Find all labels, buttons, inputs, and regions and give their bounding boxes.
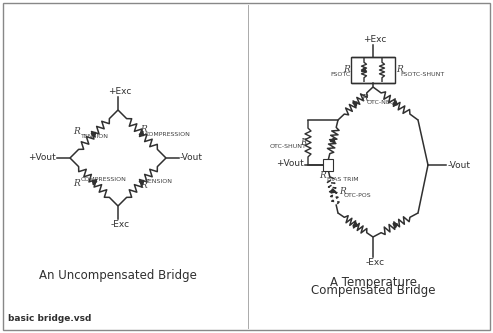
Text: COMPRESSION: COMPRESSION [81, 177, 127, 182]
Text: -Exc: -Exc [110, 220, 130, 229]
Text: R: R [140, 181, 147, 190]
Text: R: R [319, 170, 326, 179]
Text: FSOTC-SHUNT: FSOTC-SHUNT [400, 72, 444, 77]
Polygon shape [331, 189, 336, 193]
Text: R: R [339, 186, 346, 195]
Bar [323, 159, 333, 171]
Polygon shape [393, 101, 397, 105]
Text: R: R [300, 138, 307, 147]
Text: TENSION: TENSION [81, 134, 109, 139]
Text: An Uncompensated Bridge: An Uncompensated Bridge [39, 269, 197, 282]
Text: TENSION: TENSION [145, 179, 173, 184]
Text: -Vout: -Vout [448, 161, 471, 169]
Text: BIAS TRIM: BIAS TRIM [327, 177, 358, 182]
Text: R: R [343, 66, 350, 75]
Text: +Exc: +Exc [108, 87, 132, 96]
Polygon shape [91, 133, 96, 137]
Text: +Exc: +Exc [363, 35, 387, 44]
Text: basic bridge.vsd: basic bridge.vsd [8, 314, 91, 323]
Text: OTC-SHUNT: OTC-SHUNT [270, 145, 307, 150]
Text: -Vout: -Vout [180, 154, 203, 163]
Polygon shape [352, 102, 357, 106]
Bar [351, 57, 395, 83]
Polygon shape [393, 223, 397, 228]
Text: R: R [361, 94, 368, 103]
Text: -Exc: -Exc [365, 258, 385, 267]
Text: OTC-NEG: OTC-NEG [366, 101, 395, 106]
Polygon shape [139, 180, 143, 185]
Polygon shape [92, 180, 97, 185]
Text: A Temperature: A Temperature [329, 276, 417, 289]
Polygon shape [330, 138, 335, 143]
Text: R: R [73, 128, 80, 137]
Text: Compensated Bridge: Compensated Bridge [311, 284, 435, 297]
Text: R: R [396, 66, 403, 75]
Text: R: R [140, 126, 147, 135]
Text: R: R [73, 179, 80, 188]
Polygon shape [361, 68, 366, 72]
Text: OTC-POS: OTC-POS [344, 193, 372, 198]
Text: COMPRESSION: COMPRESSION [145, 132, 191, 137]
Text: +Vout: +Vout [276, 160, 304, 168]
Text: +Vout: +Vout [28, 154, 56, 163]
Polygon shape [353, 222, 357, 226]
Text: FSOTC: FSOTC [331, 72, 351, 77]
Polygon shape [139, 131, 143, 136]
